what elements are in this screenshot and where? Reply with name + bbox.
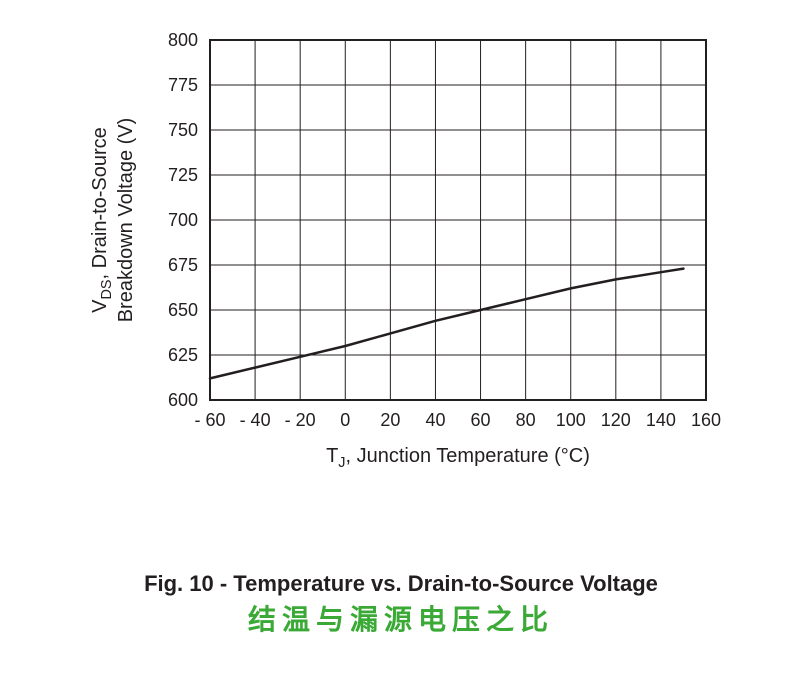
svg-text:0: 0 xyxy=(340,410,350,430)
page: - 60 - 40 - 20 0 20 40 60 80 100 120 140 160 600 625 6… xyxy=(0,0,802,679)
svg-text:625: 625 xyxy=(168,345,198,365)
svg-text:- 20: - 20 xyxy=(285,410,316,430)
caption-en: Fig. 10 - Temperature vs. Drain-to-Sourc… xyxy=(0,570,802,599)
svg-text:100: 100 xyxy=(556,410,586,430)
svg-text:650: 650 xyxy=(168,300,198,320)
svg-text:- 60: - 60 xyxy=(194,410,225,430)
svg-text:675: 675 xyxy=(168,255,198,275)
svg-text:TJ, Junction Temperature (°C): TJ, Junction Temperature (°C) xyxy=(326,445,590,471)
svg-text:20: 20 xyxy=(380,410,400,430)
svg-text:120: 120 xyxy=(601,410,631,430)
caption-block: Fig. 10 - Temperature vs. Drain-to-Sourc… xyxy=(0,570,802,641)
svg-text:600: 600 xyxy=(168,390,198,410)
svg-text:40: 40 xyxy=(425,410,445,430)
svg-text:80: 80 xyxy=(516,410,536,430)
svg-text:60: 60 xyxy=(471,410,491,430)
chart-svg: - 60 - 40 - 20 0 20 40 60 80 100 120 140 160 600 625 6… xyxy=(0,0,802,560)
svg-text:VDS, Drain-to-Source: VDS, Drain-to-Source xyxy=(89,127,115,313)
svg-text:- 40: - 40 xyxy=(240,410,271,430)
svg-text:800: 800 xyxy=(168,30,198,50)
svg-text:700: 700 xyxy=(168,210,198,230)
svg-text:725: 725 xyxy=(168,165,198,185)
chart-container: - 60 - 40 - 20 0 20 40 60 80 100 120 140 160 600 625 6… xyxy=(0,0,802,560)
svg-text:Breakdown Voltage (V): Breakdown Voltage (V) xyxy=(115,118,137,323)
caption-zh: 结温与漏源电压之比 xyxy=(0,599,802,641)
svg-text:140: 140 xyxy=(646,410,676,430)
svg-text:750: 750 xyxy=(168,120,198,140)
svg-text:160: 160 xyxy=(691,410,721,430)
svg-text:775: 775 xyxy=(168,75,198,95)
